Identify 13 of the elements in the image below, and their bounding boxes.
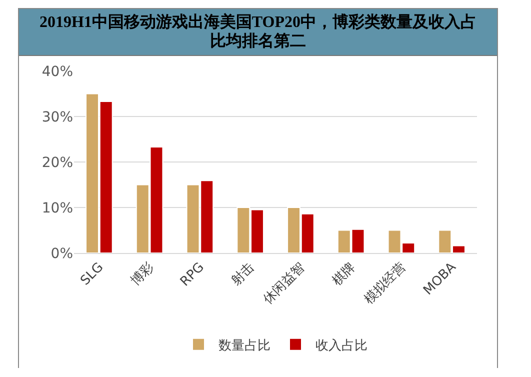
x-tick-label: 模拟经营	[361, 260, 409, 308]
y-tick-label: 0%	[50, 246, 73, 262]
x-tick-label: 棋牌	[329, 260, 358, 289]
y-tick-label: 40%	[42, 64, 73, 80]
x-tick-label: 射击	[228, 260, 258, 289]
x-tick-label: 博彩	[128, 260, 157, 289]
y-tick-label: 30%	[42, 109, 73, 126]
y-tick-label: 10%	[42, 200, 73, 216]
x-tick-label: 休闲益智	[260, 260, 308, 308]
y-tick-label: 20%	[42, 154, 73, 171]
legend-label: 数量占比	[218, 338, 270, 354]
legend-label: 收入占比	[316, 338, 368, 354]
chart-title: 2019H1中国移动游戏出海美国TOP20中，博彩类数量及收入占比均排名第二	[19, 9, 497, 56]
